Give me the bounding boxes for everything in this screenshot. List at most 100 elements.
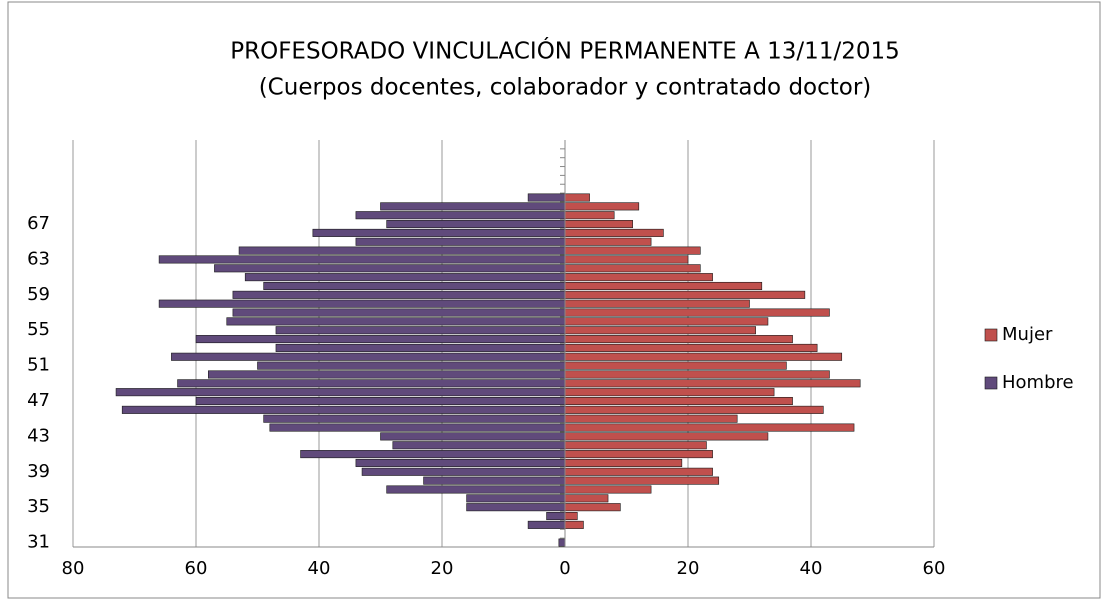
bar <box>564 335 793 344</box>
x-tick-label: 0 <box>559 558 570 579</box>
bar <box>564 308 830 317</box>
bar <box>564 370 830 379</box>
bar <box>558 538 566 547</box>
bar <box>564 290 806 299</box>
bar <box>564 467 713 476</box>
bar <box>564 193 590 202</box>
bar <box>564 211 615 220</box>
bar <box>564 405 824 414</box>
bar <box>195 396 566 406</box>
bar <box>263 414 566 423</box>
y-tick-label: 43 <box>27 425 50 446</box>
chart-subtitle: (Cuerpos docentes, colaborador y contrat… <box>259 75 872 101</box>
bar <box>208 370 566 379</box>
x-tick-label: 60 <box>185 558 208 579</box>
y-tick-label: 59 <box>27 284 50 305</box>
bar <box>232 290 566 299</box>
bar <box>564 228 664 237</box>
bar <box>158 299 566 308</box>
y-tick-label: 39 <box>27 461 50 482</box>
bar <box>466 494 566 503</box>
bar <box>564 423 855 432</box>
bar <box>355 458 566 467</box>
bar <box>564 494 609 503</box>
y-tick-label: 47 <box>27 390 50 411</box>
bar <box>380 202 566 211</box>
bar <box>564 317 769 326</box>
bar <box>564 220 633 229</box>
bar <box>564 450 713 459</box>
bar <box>564 273 713 282</box>
bar <box>361 467 566 476</box>
bar <box>564 326 756 335</box>
bar <box>564 388 775 397</box>
bar <box>355 211 566 220</box>
x-tick-label: 40 <box>800 558 823 579</box>
bar <box>564 476 720 485</box>
bar <box>564 485 652 494</box>
bar <box>423 476 566 485</box>
bar <box>158 255 566 264</box>
y-tick-label: 31 <box>27 532 50 553</box>
bar <box>564 281 763 291</box>
bar <box>238 246 566 255</box>
bar <box>546 512 566 521</box>
bar <box>564 246 701 255</box>
bar <box>269 423 566 432</box>
bar <box>564 361 787 370</box>
bar <box>263 281 566 291</box>
bar <box>564 299 750 308</box>
bar <box>564 396 793 406</box>
bar <box>564 255 689 264</box>
bar <box>386 220 566 229</box>
bar <box>171 352 566 361</box>
bar <box>244 273 566 282</box>
bar <box>300 450 566 459</box>
x-tick-label: 20 <box>431 558 454 579</box>
y-tick-label: 35 <box>27 496 50 517</box>
bar <box>527 193 566 202</box>
legend-label: Hombre <box>1002 372 1074 393</box>
x-tick-label: 80 <box>62 558 85 579</box>
bar <box>564 264 701 273</box>
bar <box>392 441 566 450</box>
bar <box>275 343 566 352</box>
bar <box>564 503 621 512</box>
bar <box>564 512 578 521</box>
bar <box>121 405 566 414</box>
bar <box>564 237 652 246</box>
bar <box>564 414 738 423</box>
chart-title: PROFESORADO VINCULACIÓN PERMANENTE A 13/… <box>230 37 899 65</box>
bar <box>312 228 566 237</box>
bar <box>380 432 566 441</box>
bar <box>232 308 566 317</box>
bar <box>275 326 566 335</box>
bar <box>386 485 566 494</box>
y-tick-label: 55 <box>27 319 50 340</box>
legend-label: Mujer <box>1002 324 1053 345</box>
legend-swatch <box>984 376 998 390</box>
bar <box>115 388 566 397</box>
bar <box>466 503 566 512</box>
legend-swatch <box>984 328 998 342</box>
y-tick-label: 67 <box>27 213 50 234</box>
bar <box>527 520 566 529</box>
bar <box>564 379 861 388</box>
bar <box>355 237 566 246</box>
bar <box>564 520 584 529</box>
bar <box>257 361 566 370</box>
bar <box>564 202 640 211</box>
bar <box>564 432 769 441</box>
bar <box>564 352 843 361</box>
y-tick-label: 51 <box>27 355 50 376</box>
bar <box>564 343 818 352</box>
bar <box>177 379 566 388</box>
bar <box>226 317 566 326</box>
x-tick-label: 60 <box>923 558 946 579</box>
bar <box>564 441 707 450</box>
bar <box>564 458 683 467</box>
bar <box>195 335 566 344</box>
bar <box>214 264 566 273</box>
x-tick-label: 40 <box>308 558 331 579</box>
